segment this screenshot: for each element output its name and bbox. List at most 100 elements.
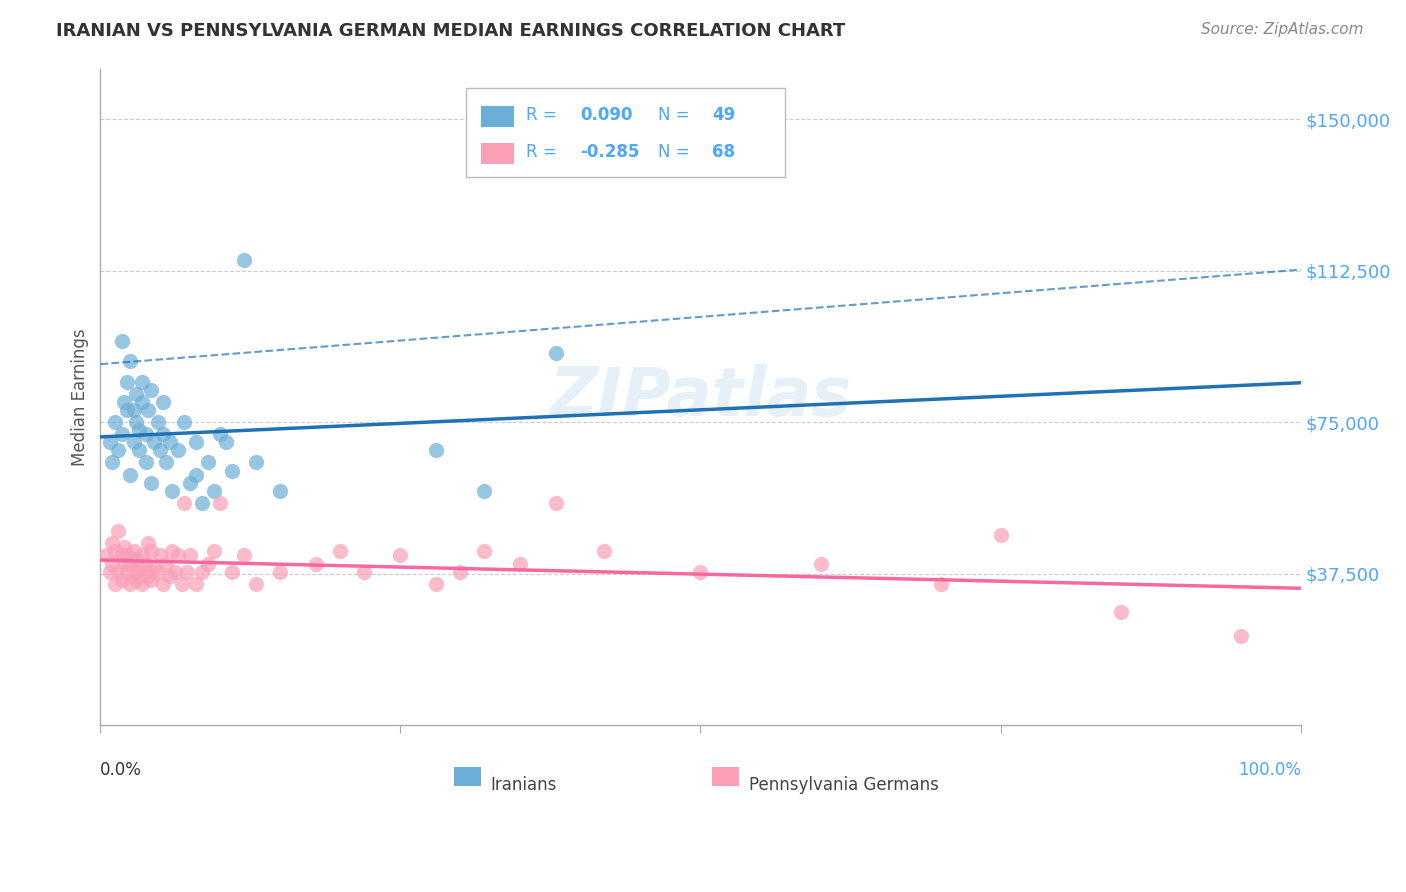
Text: R =: R = (526, 143, 562, 161)
Point (128, 568, 150, 582)
Point (209, 496, 232, 510)
Point (115, 549, 138, 563)
Point (139, 383, 162, 397)
Point (176, 565, 198, 579)
Y-axis label: Median Earnings: Median Earnings (72, 328, 89, 466)
Point (111, 549, 134, 563)
Point (125, 415, 148, 429)
Point (104, 415, 127, 429)
Point (353, 565, 375, 579)
Text: 49: 49 (713, 106, 735, 124)
Point (449, 565, 471, 579)
Text: IRANIAN VS PENNSYLVANIA GERMAN MEDIAN EARNINGS CORRELATION CHART: IRANIAN VS PENNSYLVANIA GERMAN MEDIAN EA… (56, 22, 845, 40)
Point (173, 415, 195, 429)
Point (186, 576, 208, 591)
Point (101, 557, 124, 571)
Point (269, 483, 291, 498)
Point (112, 557, 135, 571)
Point (146, 415, 169, 429)
Point (107, 524, 129, 539)
Point (186, 467, 208, 482)
Point (474, 544, 496, 558)
Point (138, 568, 160, 582)
Point (128, 443, 150, 458)
Text: R =: R = (526, 106, 562, 124)
Point (221, 565, 243, 579)
Point (107, 565, 129, 579)
Point (179, 475, 201, 490)
Point (139, 573, 162, 587)
Point (96, 549, 118, 563)
Text: N =: N = (658, 143, 696, 161)
Point (149, 549, 172, 563)
Point (155, 455, 177, 469)
Point (122, 565, 145, 579)
Point (122, 403, 145, 417)
Point (546, 346, 568, 360)
Point (125, 552, 148, 566)
Point (120, 576, 142, 591)
Point (305, 557, 328, 571)
Point (233, 549, 256, 563)
Point (115, 565, 138, 579)
Point (245, 576, 267, 591)
FancyBboxPatch shape (481, 143, 515, 164)
Point (135, 565, 157, 579)
Point (197, 557, 219, 571)
Point (202, 483, 225, 498)
Point (689, 565, 711, 579)
Text: Source: ZipAtlas.com: Source: ZipAtlas.com (1201, 22, 1364, 37)
Point (202, 544, 225, 558)
Point (425, 443, 447, 458)
Text: Pennsylvania Germans: Pennsylvania Germans (748, 776, 938, 795)
Point (120, 557, 142, 571)
Point (120, 467, 142, 482)
Point (128, 560, 150, 574)
Point (143, 560, 166, 574)
Point (131, 549, 153, 563)
Point (329, 544, 352, 558)
Text: N =: N = (658, 106, 696, 124)
Point (215, 435, 238, 450)
Text: 68: 68 (713, 143, 735, 161)
Point (159, 435, 181, 450)
Point (138, 403, 160, 417)
Point (162, 544, 184, 558)
Point (593, 544, 616, 558)
Point (191, 565, 214, 579)
Point (810, 557, 832, 571)
Point (191, 496, 214, 510)
Point (233, 253, 256, 268)
Point (389, 549, 412, 563)
FancyBboxPatch shape (454, 767, 481, 786)
Point (167, 549, 190, 563)
Point (139, 475, 162, 490)
Point (131, 576, 153, 591)
Point (135, 427, 157, 442)
Text: 100.0%: 100.0% (1237, 761, 1301, 780)
Point (159, 568, 181, 582)
Point (173, 496, 195, 510)
Point (112, 541, 135, 555)
Text: 0.090: 0.090 (581, 106, 633, 124)
Point (135, 455, 157, 469)
Point (179, 549, 201, 563)
Point (170, 576, 193, 591)
Point (186, 435, 208, 450)
Point (929, 576, 952, 591)
Point (104, 544, 127, 558)
Point (138, 536, 160, 550)
Point (152, 427, 174, 442)
Point (143, 435, 166, 450)
Point (245, 455, 267, 469)
Point (125, 573, 148, 587)
Point (146, 565, 169, 579)
Point (149, 443, 172, 458)
Point (139, 544, 162, 558)
Text: Iranians: Iranians (491, 776, 557, 795)
Point (155, 557, 177, 571)
Point (162, 483, 184, 498)
Text: -0.285: -0.285 (581, 143, 640, 161)
Point (112, 395, 135, 409)
Point (209, 427, 232, 442)
